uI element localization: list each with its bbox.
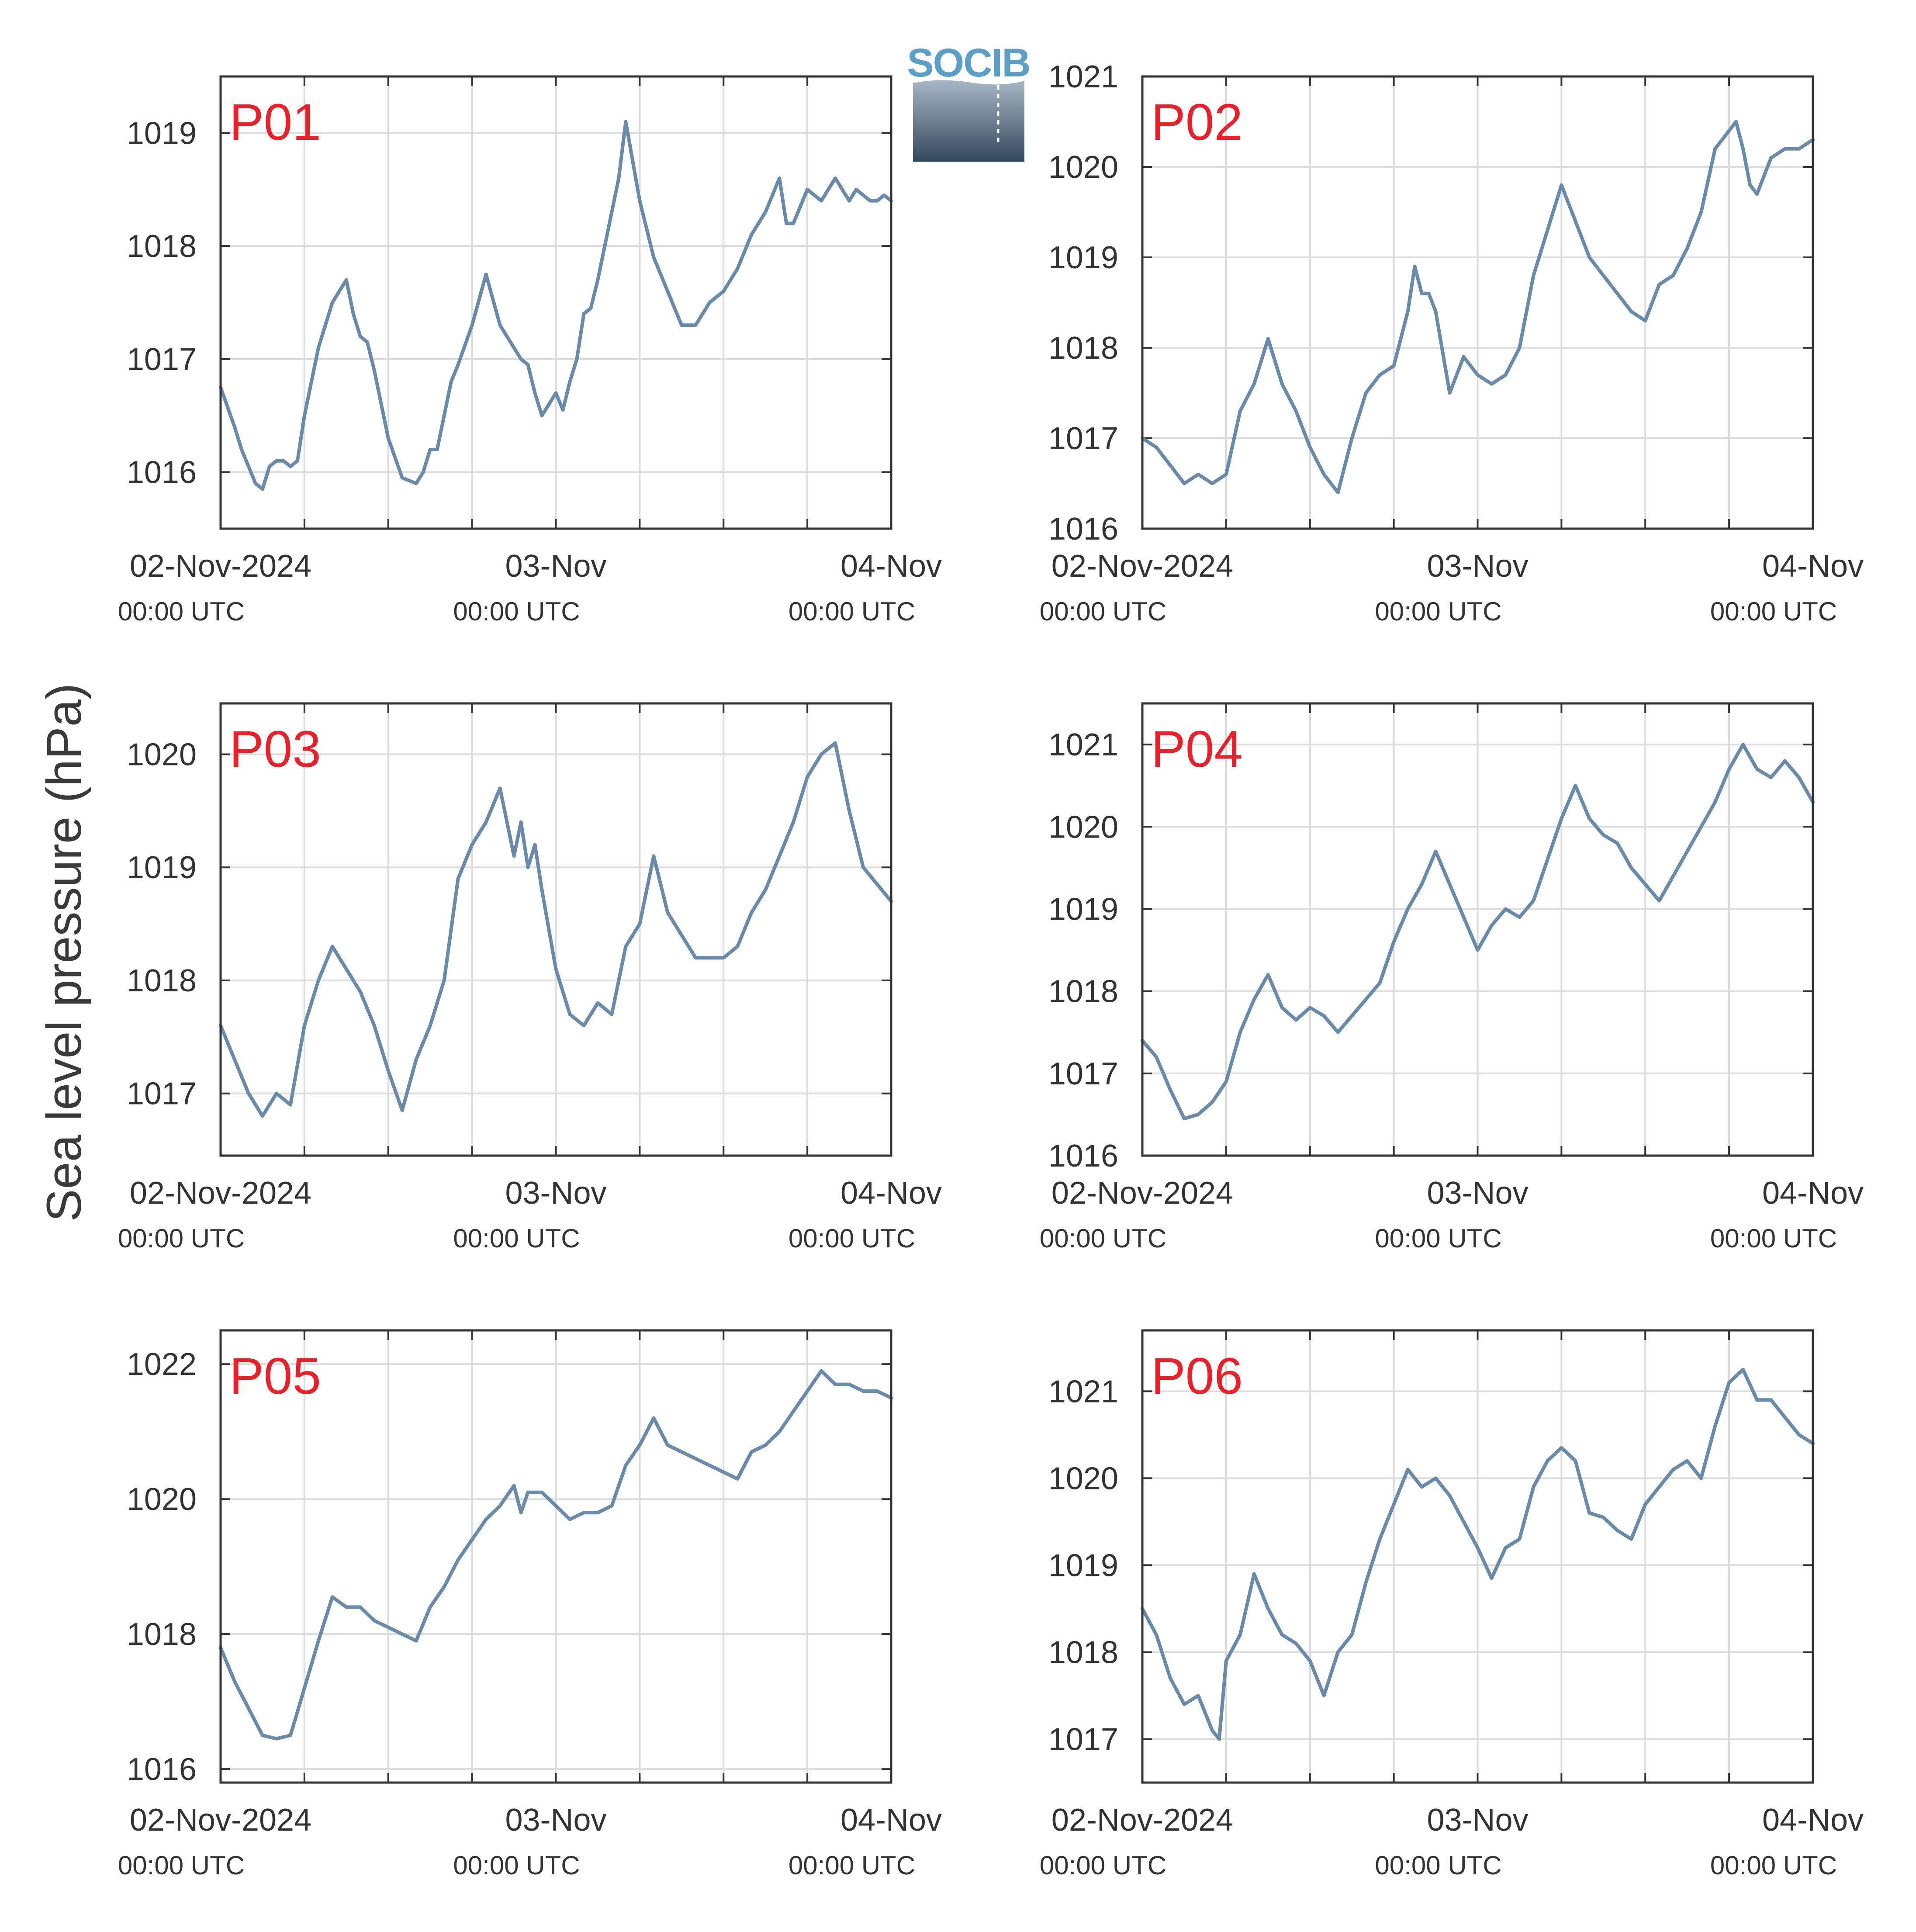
y-tick-label: 1020 [1048,1461,1118,1496]
x-tick-sublabel: 00:00 UTC [453,1851,580,1880]
y-tick-label: 1018 [127,963,197,998]
axes-box [219,702,892,1157]
x-tick-sublabel: 00:00 UTC [1040,1851,1166,1880]
y-tick-label: 1022 [127,1347,197,1382]
x-tick-label: 02-Nov-2024 [130,549,311,584]
y-tick-label: 1018 [1048,1635,1118,1670]
x-tick-label: 03-Nov [505,1176,606,1211]
y-tick-label: 1020 [127,737,197,772]
y-tick-label: 1017 [1048,421,1118,456]
chart-panel-p06: 1017 1018 1019 1020 1021 02-Nov-2024 00:00 UTC… [1040,1329,1864,1880]
x-tick-label: 03-Nov [505,1803,606,1838]
y-tick-label: 1016 [1048,1139,1118,1174]
y-tick-label: 1016 [1048,512,1118,547]
series-line-p02 [1141,120,1815,495]
x-tick-sublabel: 00:00 UTC [1710,1224,1837,1253]
socib-logo-text: SOCIB [907,41,1030,85]
x-tick-sublabel: 00:00 UTC [118,597,245,626]
y-tick-label: 1020 [1048,810,1118,845]
x-tick-sublabel: 00:00 UTC [1375,1851,1501,1880]
x-tick-label: 04-Nov [1762,1176,1864,1211]
x-tick-label: 04-Nov [1762,549,1864,584]
x-tick-sublabel: 00:00 UTC [1710,1851,1837,1880]
x-tick-label: 02-Nov-2024 [130,1176,311,1211]
series-line-p01 [219,120,893,491]
y-tick-label: 1018 [1048,974,1118,1009]
x-tick-label: 04-Nov [1762,1803,1864,1838]
socib-logo-wave [913,80,1024,162]
axes-box [1141,75,1814,530]
x-tick-sublabel: 00:00 UTC [1375,597,1501,626]
axes-box [1141,702,1814,1157]
series-line-p06 [1141,1368,1815,1741]
panels: 1016 1017 1018 1019 02-Nov-2024 00:00 UTC 03-N… [118,59,1864,1880]
x-tick-sublabel: 00:00 UTC [1040,1224,1166,1253]
y-tick-label: 1019 [127,850,197,885]
y-tick-label: 1019 [1048,240,1118,275]
y-tick-label: 1019 [127,116,197,151]
x-tick-sublabel: 00:00 UTC [118,1224,245,1253]
x-tick-sublabel: 00:00 UTC [1710,597,1837,626]
panel-title: P01 [229,93,321,151]
x-tick-label: 03-Nov [1427,549,1528,584]
chart-panel-p04: 1016 1017 1018 1019 1020 1021 02-Nov-2024 00:00… [1040,702,1864,1253]
y-tick-label: 1019 [1048,1548,1118,1583]
series-line-p05 [219,1369,893,1741]
x-tick-sublabel: 00:00 UTC [1040,597,1166,626]
x-tick-sublabel: 00:00 UTC [789,597,915,626]
axes-box [219,1329,892,1784]
panel-title: P05 [229,1347,321,1405]
x-tick-label: 02-Nov-2024 [1051,1176,1233,1211]
series-line-p03 [219,741,893,1118]
x-tick-label: 02-Nov-2024 [1051,1803,1233,1838]
x-tick-label: 04-Nov [840,1803,942,1838]
panel-title: P03 [229,720,321,778]
y-tick-label: 1017 [1048,1056,1118,1091]
panel-title: P04 [1151,720,1243,778]
y-tick-label: 1020 [127,1482,197,1517]
x-tick-label: 02-Nov-2024 [130,1803,311,1838]
y-axis-label: Sea level pressure (hPa) [37,683,91,1222]
panel-title: P06 [1151,1347,1243,1405]
x-tick-sublabel: 00:00 UTC [453,1224,580,1253]
series-line-p04 [1141,743,1815,1121]
chart-panel-p01: 1016 1017 1018 1019 02-Nov-2024 00:00 UTC 03-N… [118,75,942,626]
x-tick-label: 04-Nov [840,549,942,584]
y-tick-label: 1017 [127,1077,197,1111]
y-tick-label: 1016 [127,455,197,490]
y-tick-label: 1021 [1048,727,1118,762]
chart-panel-p02: 1016 1017 1018 1019 1020 1021 02-Nov-2024 00:00… [1040,59,1864,626]
axes-box [1141,1329,1814,1784]
y-tick-label: 1021 [1048,59,1118,94]
x-tick-sublabel: 00:00 UTC [789,1851,915,1880]
y-tick-label: 1016 [127,1752,197,1787]
panel-title: P02 [1151,93,1243,151]
x-tick-sublabel: 00:00 UTC [1375,1224,1501,1253]
y-tick-label: 1018 [127,229,197,264]
x-tick-sublabel: 00:00 UTC [789,1224,915,1253]
y-tick-label: 1021 [1048,1374,1118,1409]
y-tick-label: 1017 [127,342,197,377]
axes-box [219,75,892,530]
chart-panel-p03: 1017 1018 1019 1020 02-Nov-2024 00:00 UTC 03-N… [118,702,942,1253]
x-tick-label: 03-Nov [1427,1803,1528,1838]
x-tick-label: 02-Nov-2024 [1051,549,1233,584]
y-tick-label: 1019 [1048,892,1118,927]
x-tick-sublabel: 00:00 UTC [118,1851,245,1880]
y-tick-label: 1018 [1048,331,1118,366]
x-tick-sublabel: 00:00 UTC [453,597,580,626]
x-tick-label: 03-Nov [1427,1176,1528,1211]
y-tick-label: 1020 [1048,150,1118,185]
y-tick-label: 1017 [1048,1722,1118,1757]
x-tick-label: 03-Nov [505,549,606,584]
chart-panel-p05: 1016 1018 1020 1022 02-Nov-2024 00:00 UTC 03-N… [118,1329,942,1880]
x-tick-label: 04-Nov [840,1176,942,1211]
socib-logo: SOCIB [907,41,1031,162]
y-tick-label: 1018 [127,1617,197,1652]
